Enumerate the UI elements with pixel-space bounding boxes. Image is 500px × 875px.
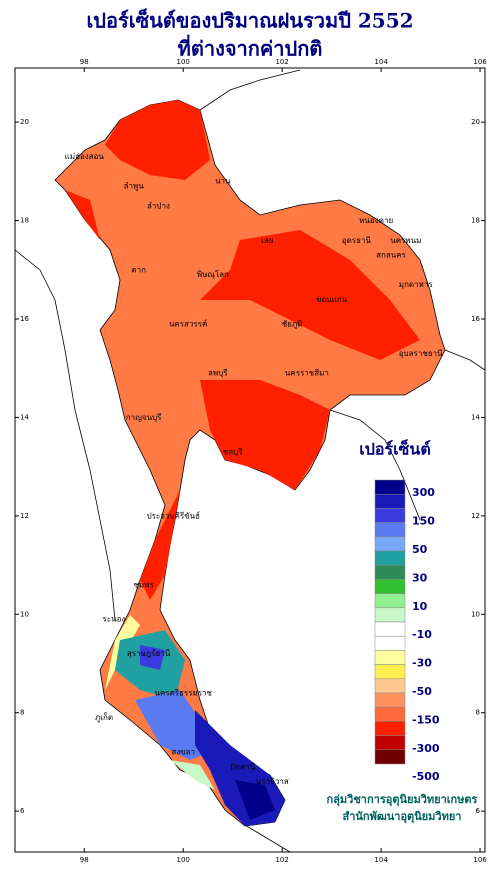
province-label: เลย <box>261 236 273 245</box>
province-label: มุกดาหาร <box>399 280 434 289</box>
x-tick-label: 106 <box>473 58 487 66</box>
province-label: นครราชสีมา <box>285 369 329 378</box>
province-label: อุดรธานี <box>342 236 372 245</box>
x-tick-label: 106 <box>473 856 487 864</box>
legend-swatch <box>374 735 406 751</box>
province-label: ชลบุรี <box>223 447 243 456</box>
province-label: แม่ฮ่องสอน <box>65 152 105 161</box>
legend-swatch <box>374 607 406 623</box>
legend-label: -300 <box>412 742 440 755</box>
province-label: นราธิวาส <box>256 777 289 786</box>
x-tick-label: 104 <box>374 856 388 864</box>
province-label: ลพบุรี <box>208 369 228 378</box>
y-tick-label: 14 <box>20 413 29 421</box>
legend-label: -10 <box>412 628 432 641</box>
legend-swatch <box>374 678 406 694</box>
legend-swatch <box>374 479 406 495</box>
legend-swatch <box>374 564 406 580</box>
neighbour-borders <box>14 69 486 853</box>
province-label: ลำปาง <box>147 201 170 210</box>
y-tick-label: 8 <box>476 709 480 717</box>
province-label: พิษณุโลก <box>197 269 229 279</box>
y-tick-label: 12 <box>20 512 29 520</box>
legend-swatch <box>374 522 406 538</box>
legend-swatch <box>374 493 406 509</box>
province-label: นครสวรรค์ <box>169 318 207 328</box>
legend-label: 30 <box>412 571 428 584</box>
legend-label: 150 <box>412 515 435 528</box>
legend-label: -150 <box>412 713 440 726</box>
province-label: สกลนคร <box>376 251 406 260</box>
province-label: น่าน <box>215 177 231 186</box>
legend-label: 10 <box>412 600 428 613</box>
y-tick-label: 18 <box>471 217 480 225</box>
legend-swatch <box>374 749 406 765</box>
credit-line-1: กลุ่มวิชาการอุตุนิยมวิทยาเกษตร <box>327 793 478 807</box>
legend-swatch <box>374 721 406 736</box>
y-tick-label: 16 <box>471 315 480 323</box>
province-label: ตาก <box>131 265 146 274</box>
legend-swatch <box>374 692 406 708</box>
province-label: ระนอง <box>103 615 126 624</box>
x-tick-label: 98 <box>80 58 89 66</box>
legend-label: 50 <box>412 543 428 556</box>
y-tick-label: 20 <box>471 118 480 126</box>
legend-swatch <box>374 706 406 722</box>
y-tick-label: 10 <box>471 610 480 618</box>
legend-swatch <box>374 579 406 594</box>
legend-label: -50 <box>412 685 432 698</box>
legend-swatch <box>374 536 406 552</box>
y-tick-label: 6 <box>476 807 481 815</box>
y-tick-label: 6 <box>20 807 25 815</box>
legend-title: เปอร์เซ็นต์ <box>359 438 430 459</box>
province-label: ขอนแก่น <box>316 295 348 304</box>
y-tick-label: 20 <box>20 118 29 126</box>
subtitle: ที่ต่างจากค่าปกติ <box>178 34 323 61</box>
legend-label: 300 <box>412 486 435 499</box>
province-label: ชัยภูมิ <box>282 319 303 329</box>
province-label: ปัตตานี <box>230 762 256 771</box>
province-label: ชุมพร <box>133 580 154 589</box>
province-label: อุบลราชธานี <box>399 349 443 358</box>
legend-swatch <box>374 593 406 609</box>
legend-swatch <box>374 508 406 523</box>
province-label: สุราษฎร์ธานี <box>127 648 171 658</box>
legend-swatch <box>374 635 406 651</box>
x-tick-label: 102 <box>275 58 288 66</box>
x-tick-label: 100 <box>177 856 190 864</box>
legend-swatch <box>374 650 406 665</box>
y-tick-label: 18 <box>20 217 29 225</box>
province-label: หนองคาย <box>359 216 393 225</box>
province-label: นครพนม <box>390 236 421 245</box>
legend-swatch <box>374 550 406 566</box>
y-tick-label: 10 <box>20 610 29 618</box>
y-tick-label: 14 <box>471 413 480 421</box>
x-tick-label: 104 <box>374 58 388 66</box>
y-tick-label: 8 <box>20 709 24 717</box>
legend-label: -500 <box>412 770 440 783</box>
y-tick-label: 12 <box>471 512 480 520</box>
y-tick-label: 16 <box>20 315 29 323</box>
x-tick-label: 98 <box>80 856 89 864</box>
province-label: ประจวบคีรีขันธ์ <box>147 510 201 520</box>
province-label: ภูเก็ต <box>95 712 113 723</box>
credit-line-2: สำนักพัฒนาอุตุนิยมวิทยา <box>343 810 462 824</box>
province-label: นครศรีธรรมราช <box>154 689 212 698</box>
legend-label: -30 <box>412 657 432 670</box>
title: เปอร์เซ็นต์ของปริมาณฝนรวมปี 2552 <box>86 8 413 33</box>
anomaly-regions <box>65 100 420 826</box>
province-label: กาญจนบุรี <box>126 413 162 422</box>
province-label: ลำพูน <box>124 182 145 192</box>
x-tick-label: 100 <box>177 58 190 66</box>
province-label: สงขลา <box>171 748 195 757</box>
legend-swatch <box>374 621 406 637</box>
x-tick-label: 102 <box>275 856 288 864</box>
legend-swatch <box>374 664 406 680</box>
